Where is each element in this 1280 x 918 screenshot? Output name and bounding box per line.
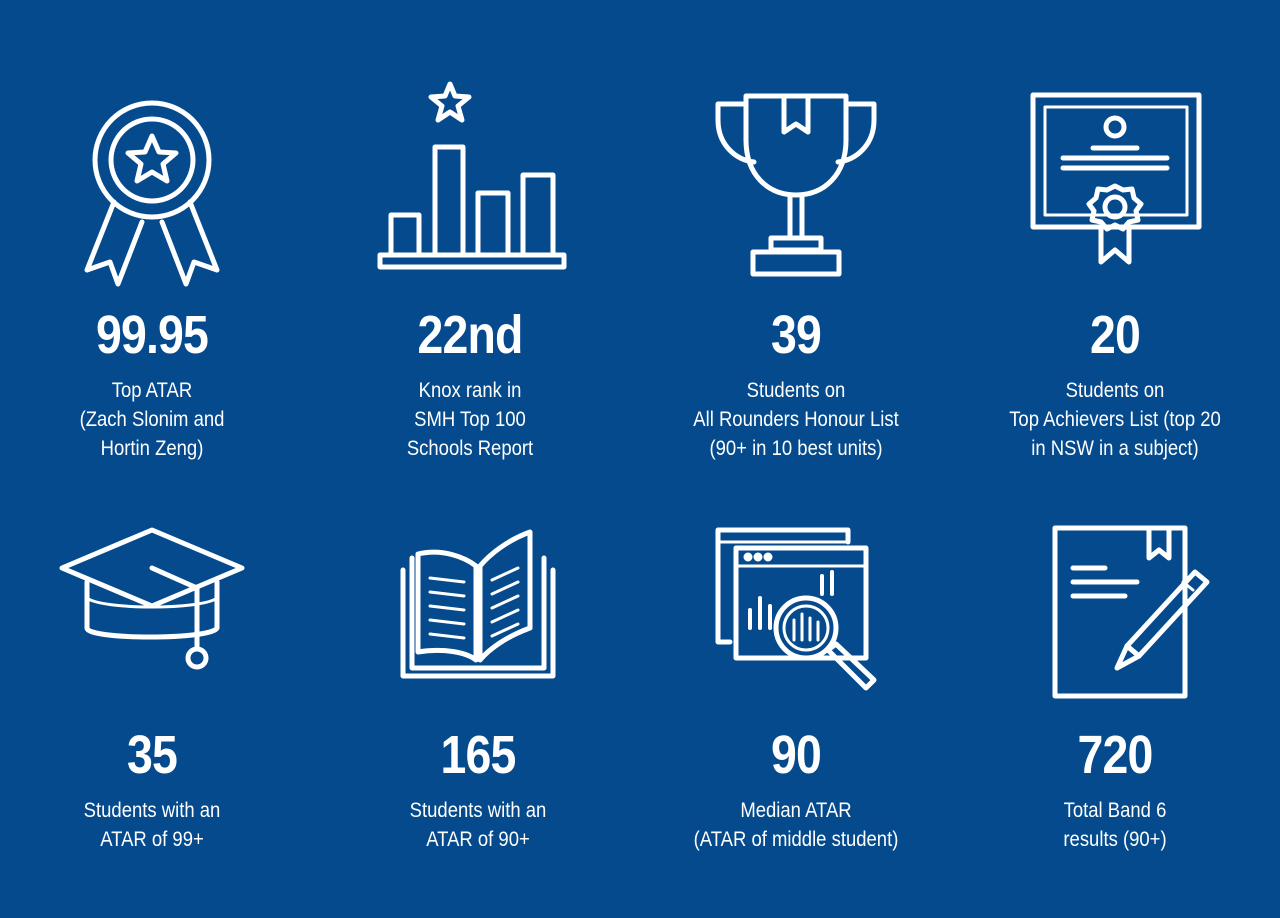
stat-value: 22nd <box>417 305 524 365</box>
stat-description: Top ATAR (Zach Slonim and Hortin Zeng) <box>79 379 225 460</box>
stat-description: Total Band 6 results (90+) <box>1063 799 1167 851</box>
stat-value: 720 <box>1077 725 1154 785</box>
graduation-cap-icon <box>0 510 312 710</box>
stat-value: 90 <box>771 725 822 785</box>
stat-description: Students on Top Achievers List (top 20 i… <box>1009 379 1221 460</box>
document-pen-icon <box>955 510 1275 710</box>
stat-description: Students with an ATAR of 99+ <box>83 799 221 851</box>
data-analysis-icon <box>636 510 956 710</box>
bar-chart-star-icon <box>310 81 630 290</box>
stat-value: 165 <box>440 725 517 785</box>
stat-description: Knox rank in SMH Top 100 Schools Report <box>406 379 534 460</box>
stat-value: 39 <box>771 305 822 365</box>
trophy-icon <box>636 90 956 290</box>
stat-description: Median ATAR (ATAR of middle student) <box>693 799 899 851</box>
stat-description: Students on All Rounders Honour List (90… <box>693 379 899 460</box>
award-ribbon-icon <box>0 90 312 290</box>
open-book-icon <box>318 510 638 710</box>
stat-value: 20 <box>1090 305 1141 365</box>
certificate-icon <box>955 90 1275 290</box>
stat-description: Students with an ATAR of 90+ <box>409 799 547 851</box>
stat-value: 99.95 <box>96 305 209 365</box>
stat-value: 35 <box>127 725 178 785</box>
